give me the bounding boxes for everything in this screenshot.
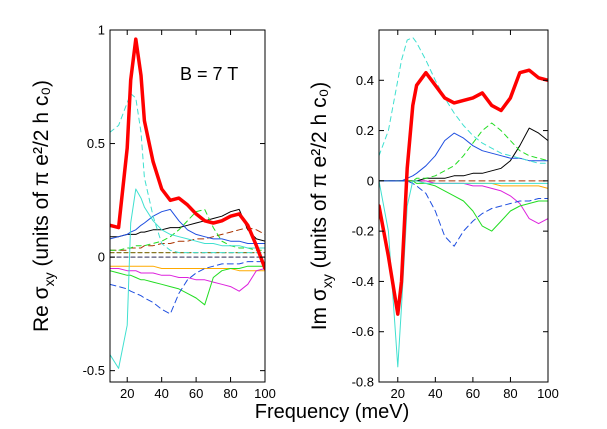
series-line-orange	[110, 265, 265, 272]
series-line-black	[110, 208, 265, 242]
x-tick-label: 60	[466, 386, 480, 401]
y-tick-label: 0.5	[87, 136, 105, 151]
y-tick-label: -0.2	[352, 224, 374, 239]
series-line-green-dashed	[379, 122, 548, 182]
y-axis-label: Im σxy (units of π e²/2 h c₀)	[308, 82, 335, 331]
y-tick-label: -0.6	[352, 324, 374, 339]
x-tick-label: 20	[120, 386, 134, 401]
x-tick-label: 80	[503, 386, 517, 401]
x-axis-label: Frequency (meV)	[255, 401, 410, 423]
x-tick-label: 60	[189, 386, 203, 401]
y-tick-label: 0	[98, 250, 105, 265]
series-line-blue	[379, 132, 548, 182]
y-tick-label: -0.5	[83, 363, 105, 378]
x-tick-label: 40	[154, 386, 168, 401]
plot-frame	[109, 29, 266, 383]
y-tick-label: -0.8	[352, 375, 374, 390]
x-tick-label: 80	[223, 386, 237, 401]
series-line-purple	[110, 268, 265, 292]
series-line-green-dashed	[110, 208, 265, 251]
x-tick-label: 20	[391, 386, 405, 401]
series-line-blue-dashed	[379, 180, 548, 247]
x-tick-label: 40	[428, 386, 442, 401]
y-tick-label: 0.4	[356, 73, 374, 88]
y-tick-label: 0	[367, 173, 374, 188]
series-line-cyan-dashed	[110, 93, 265, 254]
y-tick-label: -0.4	[352, 274, 374, 289]
series-group	[379, 37, 548, 368]
right-panel-im-sigma: 20 40 60 80 100 -0.8 -0.6 -0.4 -0.2 0 0.2 0.4 Im σxy…	[308, 29, 559, 401]
series-line-cyan	[110, 188, 265, 369]
plot-frame	[378, 29, 549, 383]
x-tick-label: 100	[254, 386, 276, 401]
series-line-total	[110, 37, 265, 271]
y-tick-label: 0.2	[356, 123, 374, 138]
y-tick-label: 1	[98, 23, 105, 38]
series-line-blue-dashed	[110, 261, 265, 315]
left-panel-re-sigma: 20 40 60 80 100 -0.5 0 0.5 1 Re σxy (units of π e…	[30, 23, 276, 402]
series-line-total	[379, 68, 548, 316]
series-line-green	[110, 265, 265, 306]
series-line-cyan-dashed	[379, 37, 548, 164]
y-axis-label: Re σxy (units of π e²/2 h c₀)	[30, 80, 57, 332]
annotation-b-field: B = 7 T	[180, 64, 238, 84]
series-line-brown-dashed	[110, 227, 265, 251]
x-tick-label: 100	[537, 386, 559, 401]
series-line-blue	[110, 208, 265, 244]
series-group	[110, 37, 265, 369]
